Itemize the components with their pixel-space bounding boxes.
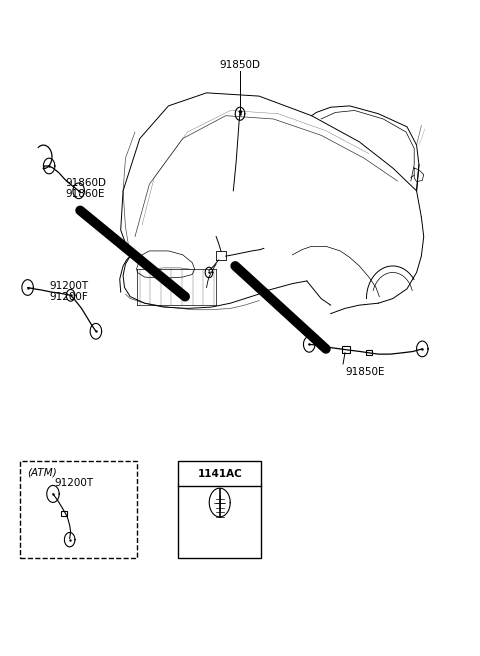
Bar bbox=[61, 511, 67, 516]
Text: 91850E: 91850E bbox=[345, 367, 384, 377]
Text: 91850D: 91850D bbox=[219, 60, 261, 70]
Text: 91200T: 91200T bbox=[54, 478, 93, 487]
Text: (ATM): (ATM) bbox=[27, 468, 57, 478]
Text: 91860D: 91860D bbox=[66, 178, 107, 188]
Bar bbox=[342, 346, 350, 353]
Text: 91200F: 91200F bbox=[49, 292, 88, 302]
Text: 1141AC: 1141AC bbox=[197, 468, 242, 479]
Bar bbox=[178, 461, 262, 558]
Text: 91200T: 91200T bbox=[49, 281, 88, 291]
Bar bbox=[366, 350, 372, 356]
Text: 91860E: 91860E bbox=[66, 189, 105, 199]
